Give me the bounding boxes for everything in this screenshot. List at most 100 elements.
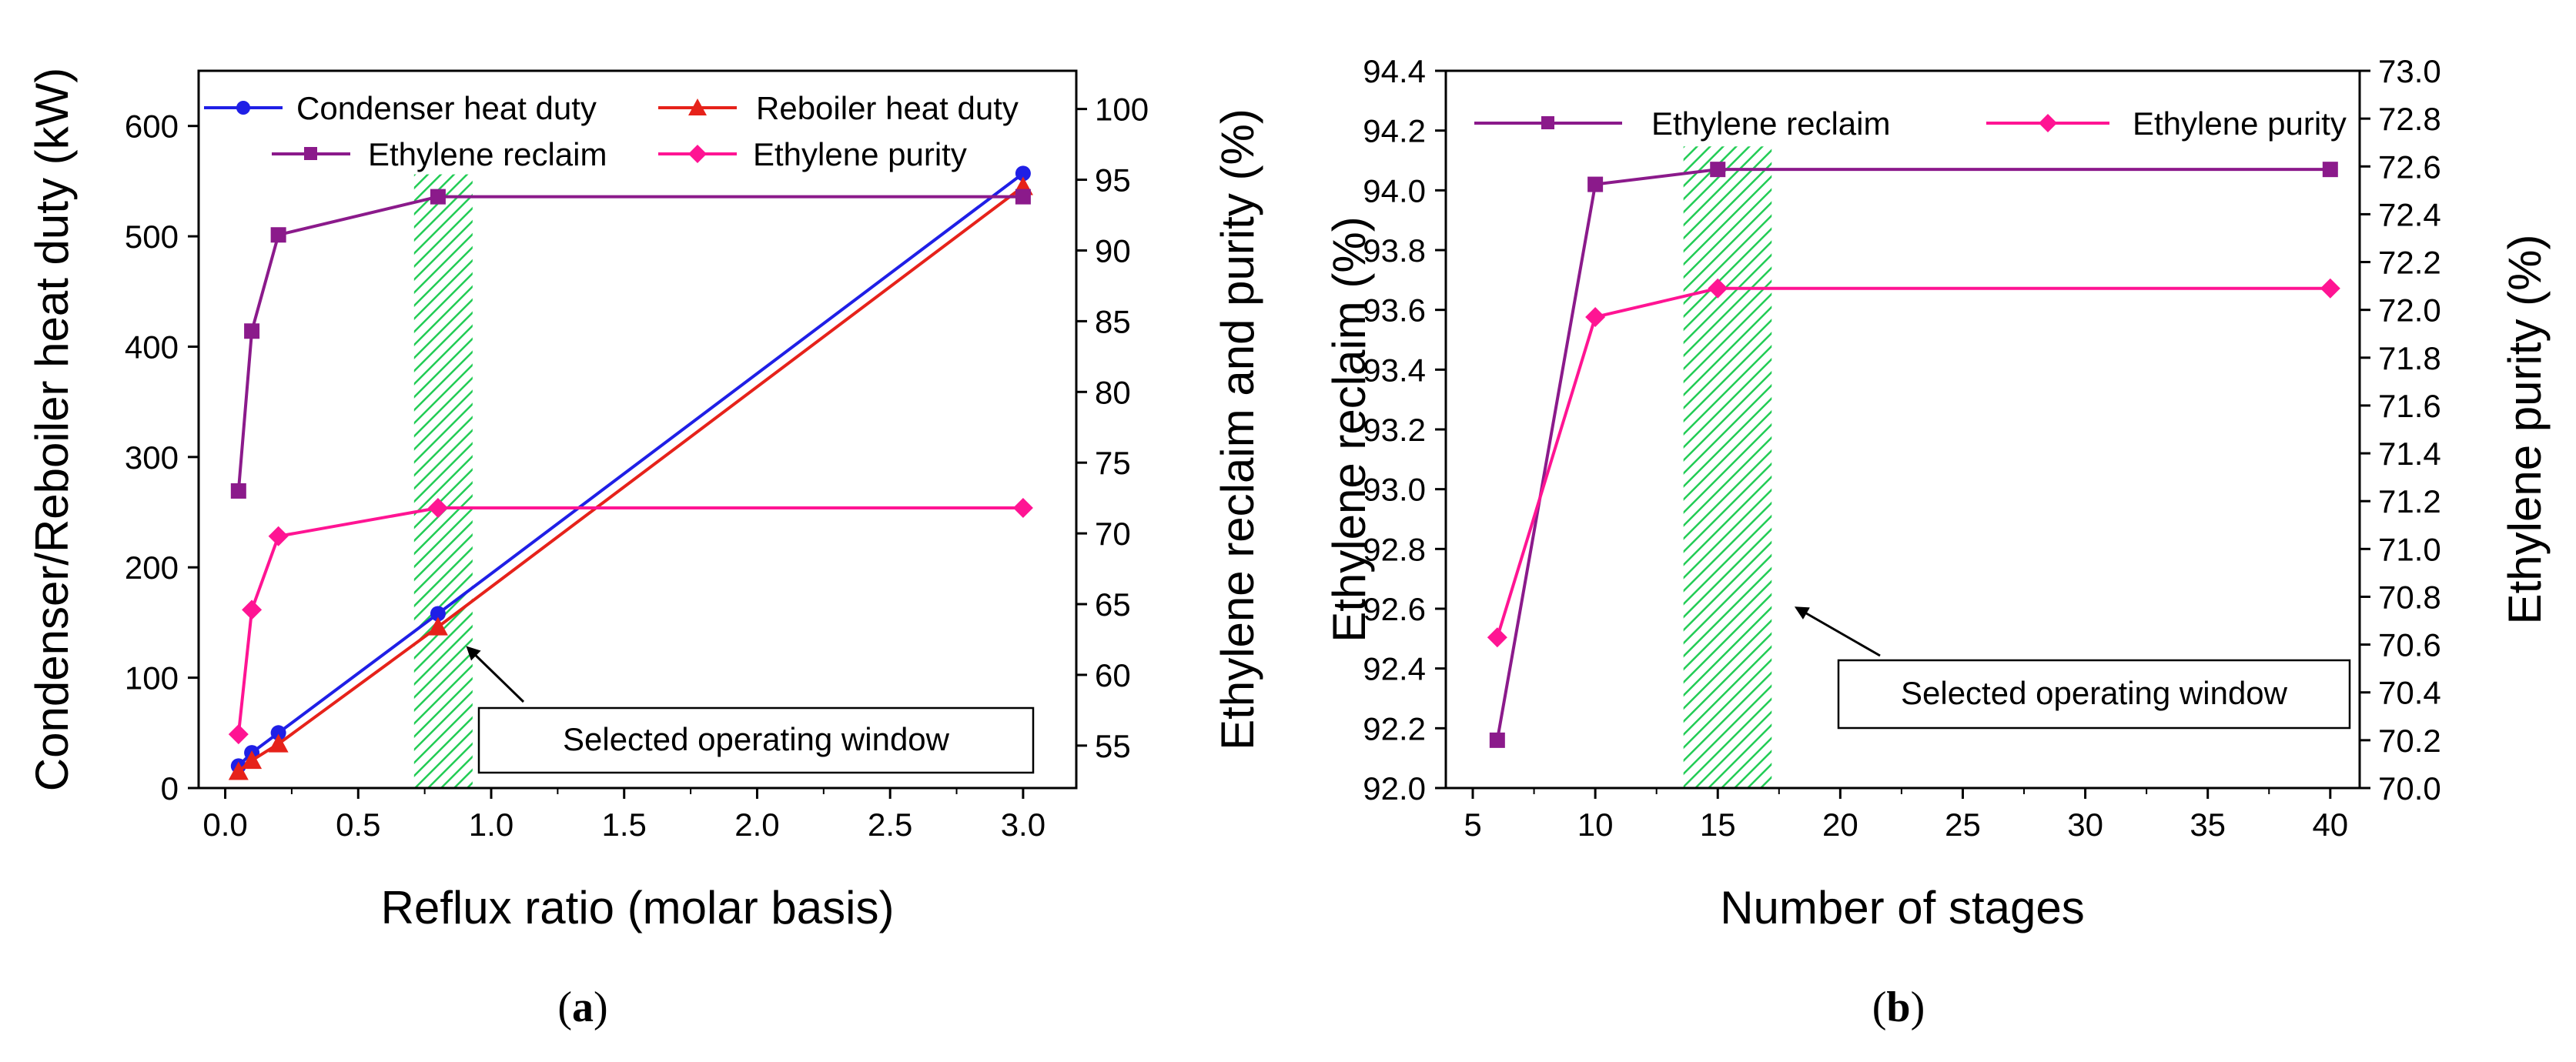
y-right-tick-label: 72.8: [2378, 101, 2441, 137]
y-left-tick-label: 92.6: [1363, 591, 1426, 627]
data-point-ethylene-purity: [268, 526, 289, 546]
y-right-tick-label: 100: [1095, 92, 1149, 128]
selected-window-highlight: [413, 174, 473, 789]
x-tick-label: 3.0: [1001, 807, 1045, 843]
legend-item-reclaim: Ethylene reclaim: [272, 136, 607, 172]
y-right-tick-label: 70.2: [2378, 723, 2441, 759]
y-left-tick-label: 94.4: [1363, 53, 1426, 89]
data-point-ethylene-reclaim: [270, 227, 286, 243]
legend-item-purity: Ethylene purity: [658, 136, 967, 172]
y-left-tick-label: 600: [125, 109, 179, 145]
annotation-box: [477, 706, 1035, 774]
y-left-tick-label: 92.8: [1363, 531, 1426, 567]
x-tick-label: 40: [2312, 807, 2348, 843]
series-line-condenser-heat-duty: [237, 172, 1025, 767]
chart-panel-a: 0.0 0.5 1.0 1.5 2.0 2.5 3.0 0 100 200 300 400 500 60…: [26, 68, 1263, 1031]
series-layer: [228, 165, 1033, 780]
series-line-reboiler-heat-duty: [237, 185, 1025, 773]
y-right-tick-label: 80: [1095, 374, 1131, 410]
data-point-ethylene-reclaim: [1015, 189, 1031, 205]
legend-item-reclaim: Ethylene reclaim: [1474, 105, 1890, 142]
operating-window-band: [413, 174, 473, 789]
data-point-reboiler-heat-duty: [228, 761, 249, 780]
x-tick-label: 15: [1700, 807, 1736, 843]
y-axis-right-ticks: 70.0 70.2 70.4 70.6 70.8 71.0 71.2 71.4 71.6 71.8…: [2360, 53, 2441, 807]
legend-label-reclaim: Ethylene reclaim: [1651, 105, 1890, 142]
y-right-tick-label: 70.6: [2378, 627, 2441, 663]
x-tick-label: 30: [2067, 807, 2103, 843]
series-ethylene-purity: [1487, 278, 2340, 648]
x-tick-label: 25: [1945, 807, 1981, 843]
y-left-tick-label: 200: [125, 549, 179, 586]
y-right-tick-label: 70.4: [2378, 675, 2441, 711]
y-left-tick-label: 100: [125, 660, 179, 696]
y-left-tick-label: 300: [125, 439, 179, 476]
data-point-ethylene-purity: [427, 498, 448, 519]
series-ethylene-reclaim: [1489, 162, 2338, 748]
y-axis-left-ticks: 0 100 200 300 400 500 600: [125, 109, 199, 807]
annotation-box: [1837, 659, 2351, 730]
y-right-tick-label: 75: [1095, 445, 1131, 481]
series-ethylene-purity: [228, 498, 1033, 745]
y-left-tick-label: 93.0: [1363, 472, 1426, 508]
x-tick-label: 0.5: [336, 807, 380, 843]
y-left-tick-label: 93.6: [1363, 292, 1426, 329]
data-point-ethylene-purity: [228, 724, 249, 745]
y-right-tick-label: 71.0: [2378, 531, 2441, 567]
legend: Ethylene reclaim Ethylene purity: [1474, 105, 2347, 142]
x-tick-label: 2.0: [734, 807, 779, 843]
annotation-selected-window: Selected operating window: [466, 646, 1035, 774]
y-right-tick-label: 71.6: [2378, 388, 2441, 424]
y-right-tick-label: 65: [1095, 586, 1131, 623]
selected-window-highlight: [1683, 146, 1772, 788]
series-line-ethylene-reclaim: [1495, 168, 2330, 741]
data-point-ethylene-purity: [2320, 278, 2340, 299]
data-point-ethylene-reclaim: [1587, 176, 1604, 192]
series-line-ethylene-reclaim: [236, 195, 1023, 492]
legend-item-condenser: Condenser heat duty: [204, 90, 597, 126]
y-axis-left-label: Condenser/Reboiler heat duty (kW): [26, 68, 78, 791]
legend-label-reboiler: Reboiler heat duty: [756, 90, 1019, 126]
data-point-ethylene-purity: [1585, 306, 1606, 327]
y-right-tick-label: 60: [1095, 657, 1131, 693]
x-tick-label: 35: [2190, 807, 2226, 843]
y-right-tick-label: 55: [1095, 728, 1131, 764]
data-point-condenser-heat-duty: [1015, 165, 1031, 182]
y-axis-left-label: Ethylene reclaim (%): [1323, 216, 1375, 643]
annotation-text: Selected operating window: [1901, 675, 2288, 711]
data-point-ethylene-reclaim: [2322, 162, 2338, 178]
y-right-tick-label: 70.0: [2378, 770, 2441, 807]
series-line-ethylene-purity: [1495, 286, 2330, 638]
chart-panel-b: 5 10 15 20 25 30 35 40 92.0 92.2 92.4 92.6 92.8 93.0…: [1323, 53, 2551, 1031]
annotation-arrow: [1794, 606, 1881, 657]
y-axis-left-ticks: 92.0 92.2 92.4 92.6 92.8 93.0 93.2 93.4 93.6 93.8…: [1363, 53, 1446, 807]
data-point-ethylene-reclaim: [1710, 162, 1726, 178]
y-left-tick-label: 0: [161, 770, 179, 807]
series-line-ethylene-purity: [236, 506, 1023, 735]
caption-b: (b): [1872, 984, 1925, 1031]
x-tick-label: 0.0: [202, 807, 247, 843]
x-tick-label: 1.5: [602, 807, 647, 843]
y-left-tick-label: 500: [125, 219, 179, 255]
y-left-tick-label: 93.4: [1363, 352, 1426, 388]
data-point-ethylene-reclaim: [230, 483, 246, 499]
x-tick-label: 5: [1464, 807, 1481, 843]
y-left-tick-label: 92.2: [1363, 710, 1426, 746]
y-right-tick-label: 95: [1095, 162, 1131, 199]
legend-item-purity: Ethylene purity: [1986, 105, 2347, 142]
series-layer: [1487, 162, 2340, 748]
legend-label-reclaim: Ethylene reclaim: [368, 136, 607, 172]
y-right-tick-label: 90: [1095, 232, 1131, 269]
y-left-tick-label: 94.0: [1363, 172, 1426, 209]
x-axis-ticks: 0.0 0.5 1.0 1.5 2.0 2.5 3.0: [202, 788, 1045, 843]
y-right-tick-label: 72.4: [2378, 196, 2441, 232]
data-point-condenser-heat-duty: [430, 606, 446, 622]
x-axis-label: Reflux ratio (molar basis): [381, 882, 895, 933]
data-point-ethylene-reclaim: [244, 323, 260, 339]
y-left-tick-label: 92.4: [1363, 651, 1426, 687]
data-point-ethylene-reclaim: [1489, 732, 1505, 748]
data-point-reboiler-heat-duty: [242, 750, 263, 770]
plot-frame: [197, 69, 1078, 790]
y-left-tick-label: 94.2: [1363, 113, 1426, 149]
